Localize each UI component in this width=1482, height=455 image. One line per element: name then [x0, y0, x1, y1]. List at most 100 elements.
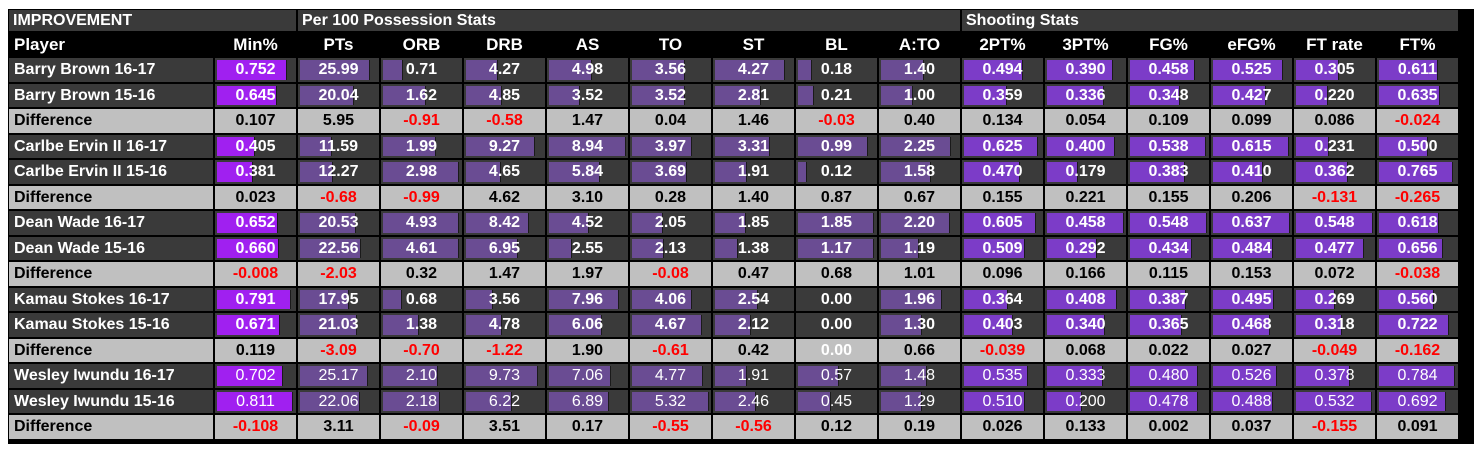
- difference-value: 0.134: [982, 112, 1023, 129]
- data-bar: [466, 366, 538, 386]
- difference-value: 0.87: [820, 188, 853, 206]
- stat-cell: 2.10: [381, 364, 462, 388]
- difference-value: -0.265: [1394, 188, 1441, 206]
- stat-cell: 6.22: [464, 390, 545, 413]
- stat-value: 1.00: [903, 86, 936, 104]
- data-bar: [549, 392, 609, 411]
- difference-value: 0.40: [903, 112, 936, 129]
- difference-cell: 5.95: [298, 109, 379, 133]
- data-bar: [1379, 239, 1443, 258]
- difference-cell: 1.47: [547, 109, 628, 133]
- difference-cell: 0.47: [713, 262, 794, 286]
- column-header: ST: [713, 33, 794, 56]
- difference-value: -1.22: [486, 341, 523, 359]
- stat-cell: 7.06: [547, 364, 628, 388]
- difference-value: -0.03: [818, 112, 855, 129]
- data-bar: [549, 60, 592, 80]
- column-header: Min%: [215, 33, 296, 56]
- stat-cell: 0.811: [215, 390, 296, 413]
- difference-value: -0.08: [652, 265, 689, 282]
- stat-value: 3.31: [737, 137, 770, 155]
- stat-cell: 0.702: [215, 364, 296, 388]
- data-bar: [466, 315, 502, 335]
- stat-value: 8.94: [571, 137, 604, 155]
- data-bar: [1130, 315, 1182, 335]
- difference-cell: 0.091: [1377, 415, 1458, 439]
- difference-value: -2.03: [320, 265, 357, 282]
- difference-cell: 0.40: [879, 109, 960, 133]
- stat-cell: 2.81: [713, 84, 794, 107]
- stat-cell: 0.618: [1377, 211, 1458, 235]
- difference-value: 0.04: [654, 112, 687, 129]
- data-bar: [1047, 162, 1078, 182]
- difference-value: 0.119: [235, 341, 276, 359]
- stat-value: 0.484: [1231, 239, 1272, 257]
- data-bar: [300, 86, 354, 105]
- difference-value: 0.096: [982, 265, 1023, 282]
- stat-value: 0.21: [820, 86, 853, 104]
- stat-value: 22.06: [318, 392, 359, 410]
- difference-value: -0.108: [232, 418, 279, 435]
- data-bar: [300, 315, 357, 335]
- difference-value: 0.107: [235, 112, 276, 129]
- data-bar: [715, 162, 747, 182]
- data-bar: [964, 162, 1020, 182]
- stat-value: 2.46: [737, 392, 770, 410]
- data-bar: [549, 86, 580, 105]
- difference-value: 1.40: [737, 188, 770, 206]
- difference-cell: 0.109: [1128, 109, 1209, 133]
- difference-cell: -0.08: [630, 262, 711, 286]
- stat-value: 0.671: [235, 316, 276, 333]
- stat-value: 4.77: [654, 367, 687, 384]
- stat-cell: 0.427: [1211, 84, 1292, 107]
- data-bar: [300, 392, 360, 411]
- stat-cell: 0.535: [962, 364, 1043, 388]
- difference-cell: -0.039: [962, 339, 1043, 362]
- stat-value: 4.98: [571, 61, 604, 78]
- stat-cell: 0.434: [1128, 237, 1209, 260]
- stat-cell: 2.54: [713, 288, 794, 311]
- stat-cell: 0.480: [1128, 364, 1209, 388]
- data-bar: [1047, 239, 1097, 258]
- stat-value: 1.96: [903, 290, 936, 308]
- column-header: FG%: [1128, 33, 1209, 56]
- stat-value: 5.84: [571, 163, 604, 180]
- stat-value: 4.61: [405, 239, 438, 257]
- stat-value: 0.220: [1314, 86, 1355, 104]
- stat-value: 4.06: [654, 290, 687, 308]
- data-bar: [1379, 137, 1428, 156]
- stat-cell: 0.458: [1045, 211, 1126, 235]
- data-bar: [881, 392, 922, 411]
- stat-value: 0.390: [1065, 61, 1106, 78]
- stat-value: 1.48: [903, 367, 936, 384]
- stat-cell: 0.383: [1128, 160, 1209, 184]
- stat-value: 0.468: [1231, 316, 1272, 333]
- data-bar: [1047, 392, 1082, 411]
- stat-value: 3.52: [571, 86, 604, 104]
- difference-value: 1.97: [571, 265, 604, 282]
- difference-value: 0.091: [1397, 418, 1438, 435]
- stat-value: 1.30: [903, 316, 936, 333]
- stat-value: 2.13: [654, 239, 687, 257]
- data-bar: [715, 86, 761, 105]
- stat-value: 0.348: [1148, 86, 1189, 104]
- stat-cell: 0.509: [962, 237, 1043, 260]
- stat-cell: 0.538: [1128, 135, 1209, 158]
- stat-value: 4.78: [488, 316, 521, 333]
- stat-value: 1.91: [737, 367, 770, 384]
- stat-cell: 1.29: [879, 390, 960, 413]
- stat-cell: 0.45: [796, 390, 877, 413]
- data-bar: [881, 315, 922, 335]
- stat-value: 4.65: [488, 163, 521, 180]
- difference-cell: 0.68: [796, 262, 877, 286]
- stat-cell: 0.548: [1294, 211, 1375, 235]
- difference-label: Difference: [9, 109, 213, 133]
- difference-cell: 0.096: [962, 262, 1043, 286]
- difference-cell: 0.66: [879, 339, 960, 362]
- stat-cell: 11.59: [298, 135, 379, 158]
- stat-value: 22.56: [318, 239, 359, 257]
- data-bar: [1047, 315, 1105, 335]
- data-bar: [1296, 366, 1350, 386]
- difference-value: 0.153: [1231, 265, 1272, 282]
- difference-value: 0.66: [903, 341, 936, 359]
